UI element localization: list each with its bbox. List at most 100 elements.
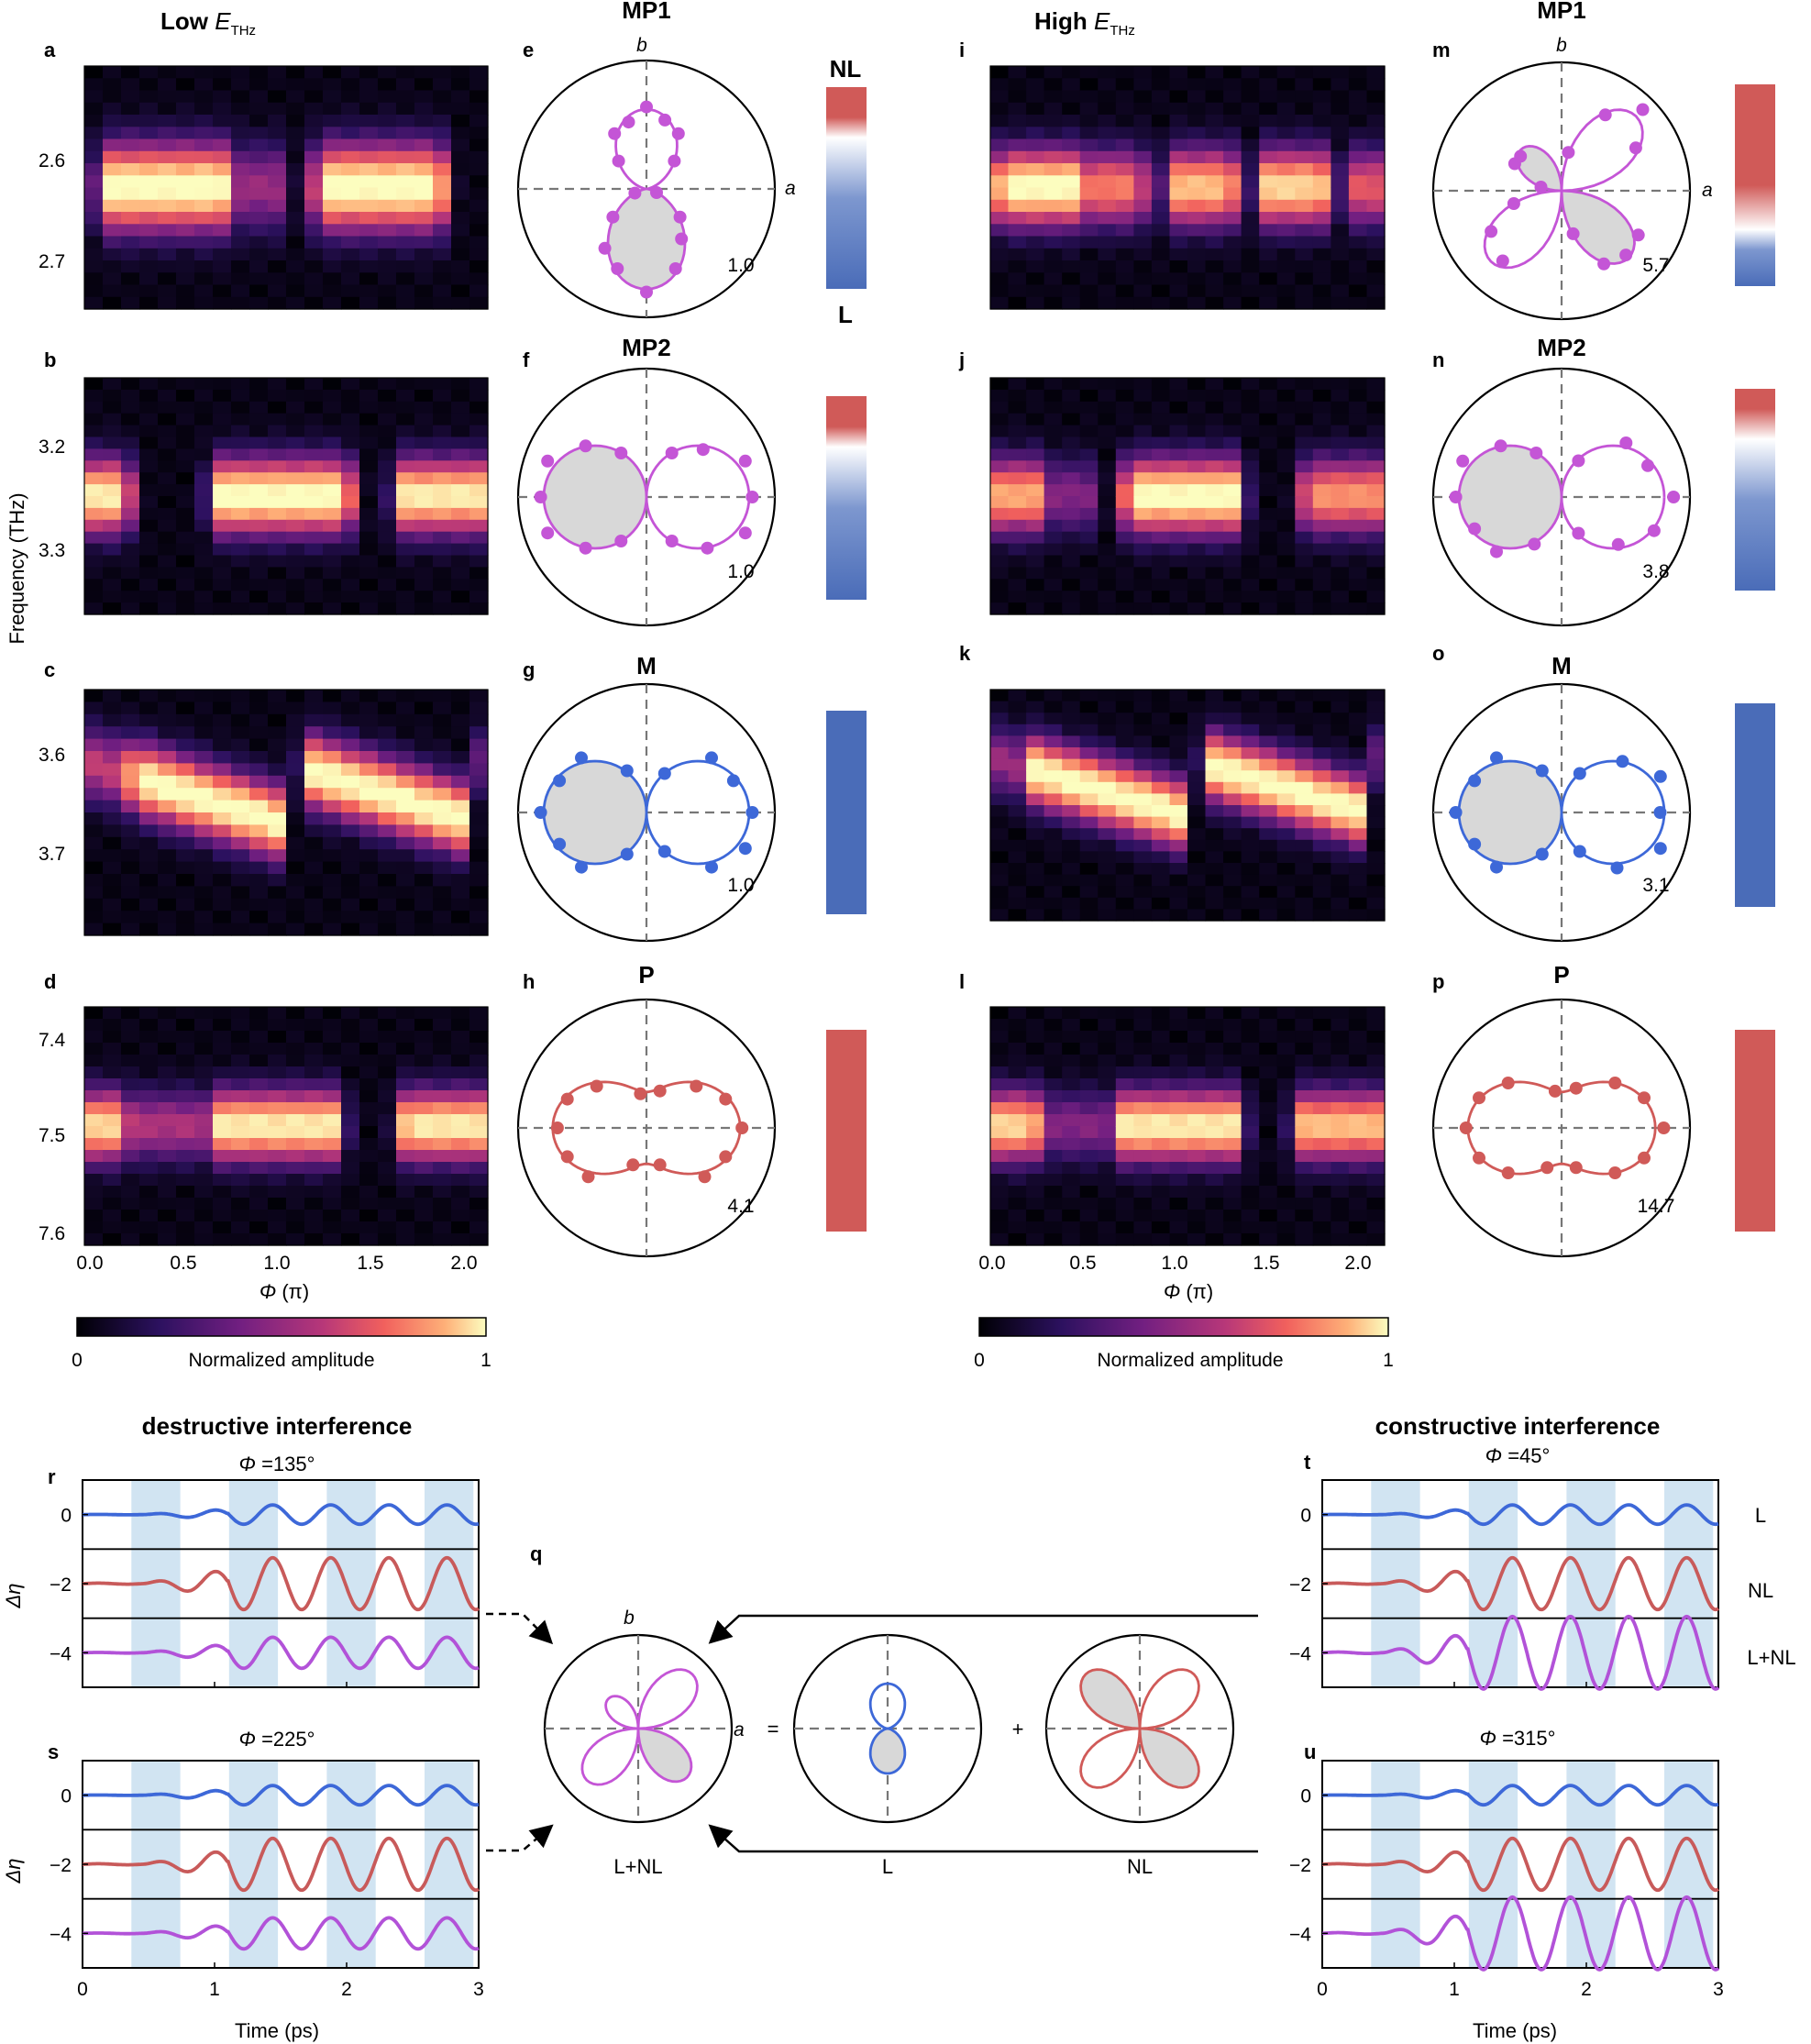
polar-data-point (612, 154, 625, 168)
heatmap-cell (121, 788, 140, 801)
polar-data-point (1534, 181, 1548, 193)
heatmap-cell (213, 812, 232, 825)
heatmap-cell (1062, 272, 1081, 286)
heatmap-cell (194, 248, 214, 261)
heatmap-cell (1133, 127, 1153, 140)
heatmap-cell (1223, 1174, 1242, 1187)
heatmap-cell (1133, 260, 1153, 273)
heatmap-cell (1133, 1210, 1153, 1222)
panel-letter-e: e (523, 39, 534, 61)
time-tick: 2 (341, 1979, 352, 2000)
heatmap-cell (139, 543, 159, 557)
heatmap-cell (1133, 389, 1153, 403)
heatmap-cell (1205, 1221, 1224, 1234)
heatmap-cell (103, 1007, 122, 1020)
heatmap-cell (1276, 507, 1296, 521)
heatmap-cell (268, 401, 287, 414)
heatmap-cell (1133, 1233, 1153, 1246)
heatmap-cell (1026, 1090, 1045, 1103)
heatmap-cell (1044, 1019, 1063, 1032)
heatmap-cell (1276, 1031, 1296, 1044)
heatmap-cell (1205, 735, 1224, 748)
heatmap-cell (1115, 701, 1134, 713)
heatmap-cell (1026, 690, 1045, 702)
heatmap-cell (433, 531, 452, 545)
heatmap-cell (213, 690, 232, 702)
heatmap-cell (359, 260, 379, 273)
heatmap-cell (176, 849, 195, 863)
heatmap-cell (990, 175, 1010, 189)
heatmap-cell (1259, 1102, 1278, 1115)
heatmap-cell (396, 163, 415, 176)
heatmap-cell (1008, 758, 1027, 771)
heatmap-cell (1366, 260, 1386, 273)
heatmap-cell (359, 690, 379, 702)
heatmap-cell (84, 602, 104, 615)
heatmap-cell (1169, 805, 1188, 818)
polar-data-point (1653, 806, 1667, 819)
heatmap-cell (1115, 1043, 1134, 1055)
heatmap-cell (1044, 236, 1063, 249)
heatmap-cell (1151, 816, 1170, 829)
heatmap-cell (1205, 886, 1224, 899)
heatmap-cell (1062, 724, 1081, 736)
heatmap-cell (323, 531, 342, 545)
trace-nl (1321, 1836, 1720, 1893)
heatmap-cell (1348, 236, 1367, 249)
heatmap-cell (1259, 102, 1278, 116)
heatmap-cell (1008, 1078, 1027, 1091)
heatmap-cell (176, 738, 195, 752)
heatmap-cell (414, 519, 434, 533)
heatmap-cell (286, 175, 305, 189)
tick-c-2: 3.7 (39, 844, 65, 865)
heatmap-cell (1062, 66, 1081, 79)
heatmap-cell (1295, 401, 1314, 414)
heatmap-cell (1205, 1114, 1224, 1127)
heatmap-cell (213, 713, 232, 727)
heatmap-cell (158, 763, 177, 777)
heatmap-cell (1098, 436, 1117, 449)
heatmap-cell (158, 102, 177, 116)
heatmap-cell (194, 824, 214, 838)
heatmap-cell (1115, 724, 1134, 736)
heatmap-cell (433, 567, 452, 580)
heatmap-cell (194, 413, 214, 426)
heatmap-cell (1079, 1174, 1099, 1187)
heatmap-cell (341, 874, 360, 887)
heatmap-cell (341, 1043, 360, 1055)
heatmap-cell (1079, 436, 1099, 449)
heatmap-cell (139, 436, 159, 449)
heatmap-cell (249, 763, 269, 777)
heatmap-cell (1312, 436, 1331, 449)
heatmap-cell (451, 1126, 470, 1139)
colorbar-o (1735, 703, 1775, 907)
heatmap-cell (84, 800, 104, 813)
heatmap-cell (176, 1090, 195, 1103)
heatmap-cell (158, 1150, 177, 1163)
heatmap-cell (1259, 224, 1278, 238)
panel-letter-f: f (523, 348, 530, 371)
heatmap-cell (469, 1233, 489, 1246)
heatmap-cell (1276, 690, 1296, 702)
heatmap-cell (1169, 1031, 1188, 1044)
heatmap-cell (451, 1221, 470, 1234)
heatmap-cell (121, 212, 140, 225)
heatmap-cell (103, 1198, 122, 1210)
heatmap-cell (1169, 90, 1188, 104)
heatmap-cell (451, 212, 470, 225)
heatmap-cell (1331, 758, 1350, 771)
heatmap-cell (158, 738, 177, 752)
heatmap-cell (990, 567, 1010, 580)
heatmap-cell (396, 1055, 415, 1067)
heatmap-cell (1205, 555, 1224, 568)
heatmap-cell (213, 1138, 232, 1151)
heatmap-cell (1223, 496, 1242, 509)
heatmap-cell (1241, 484, 1260, 497)
heatmap-cell (231, 836, 250, 850)
heatmap-cell (469, 102, 489, 116)
heatmap-cell (396, 1186, 415, 1199)
heatmap-cell (1151, 260, 1170, 273)
heatmap-cell (103, 1114, 122, 1127)
heatmap-cell (990, 1162, 1010, 1175)
heatmap-cell (1241, 863, 1260, 876)
